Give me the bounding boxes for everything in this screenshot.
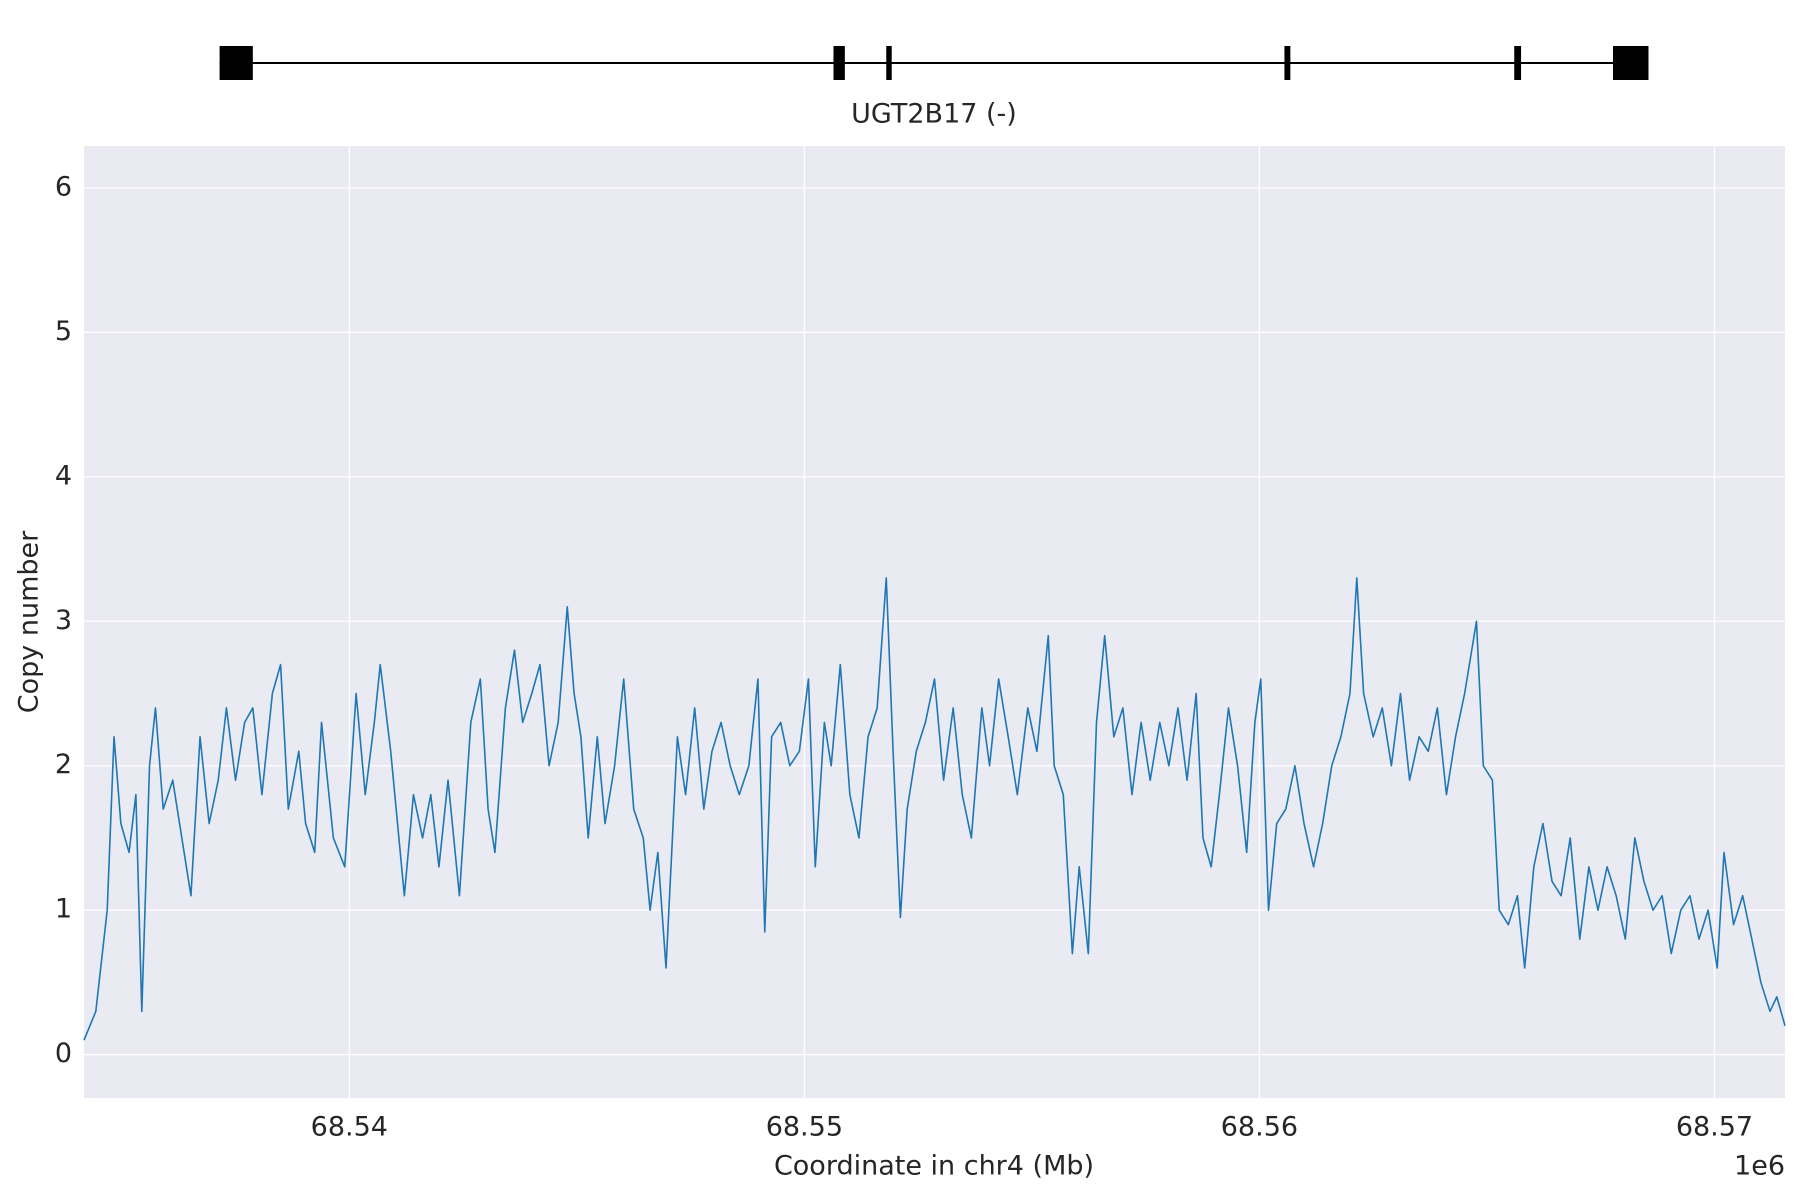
exon: [886, 46, 892, 80]
y-tick-label: 6: [55, 171, 72, 202]
x-tick-label: 68.57: [1676, 1112, 1753, 1143]
exon: [1514, 46, 1522, 80]
y-tick-label: 3: [55, 605, 72, 636]
exon: [219, 46, 253, 80]
y-tick-label: 2: [55, 749, 72, 780]
copy-number-line: [83, 577, 1786, 1041]
exon: [1284, 46, 1291, 80]
exon: [833, 46, 845, 80]
y-tick-label: 0: [55, 1038, 72, 1069]
plot-area: [84, 146, 1785, 1098]
x-tick-label: 68.54: [311, 1112, 388, 1143]
y-tick-label: 5: [55, 316, 72, 347]
x-offset-label: 1e6: [1734, 1151, 1785, 1182]
y-axis-label: Copy number: [14, 530, 45, 713]
x-tick-label: 68.55: [766, 1112, 843, 1143]
x-tick-label: 68.56: [1221, 1112, 1298, 1143]
y-tick-label: 1: [55, 894, 72, 925]
exon: [1612, 46, 1649, 80]
y-tick-label: 4: [55, 460, 72, 491]
gene-label: UGT2B17 (-): [851, 99, 1017, 130]
x-axis-label: Coordinate in chr4 (Mb): [774, 1151, 1094, 1182]
